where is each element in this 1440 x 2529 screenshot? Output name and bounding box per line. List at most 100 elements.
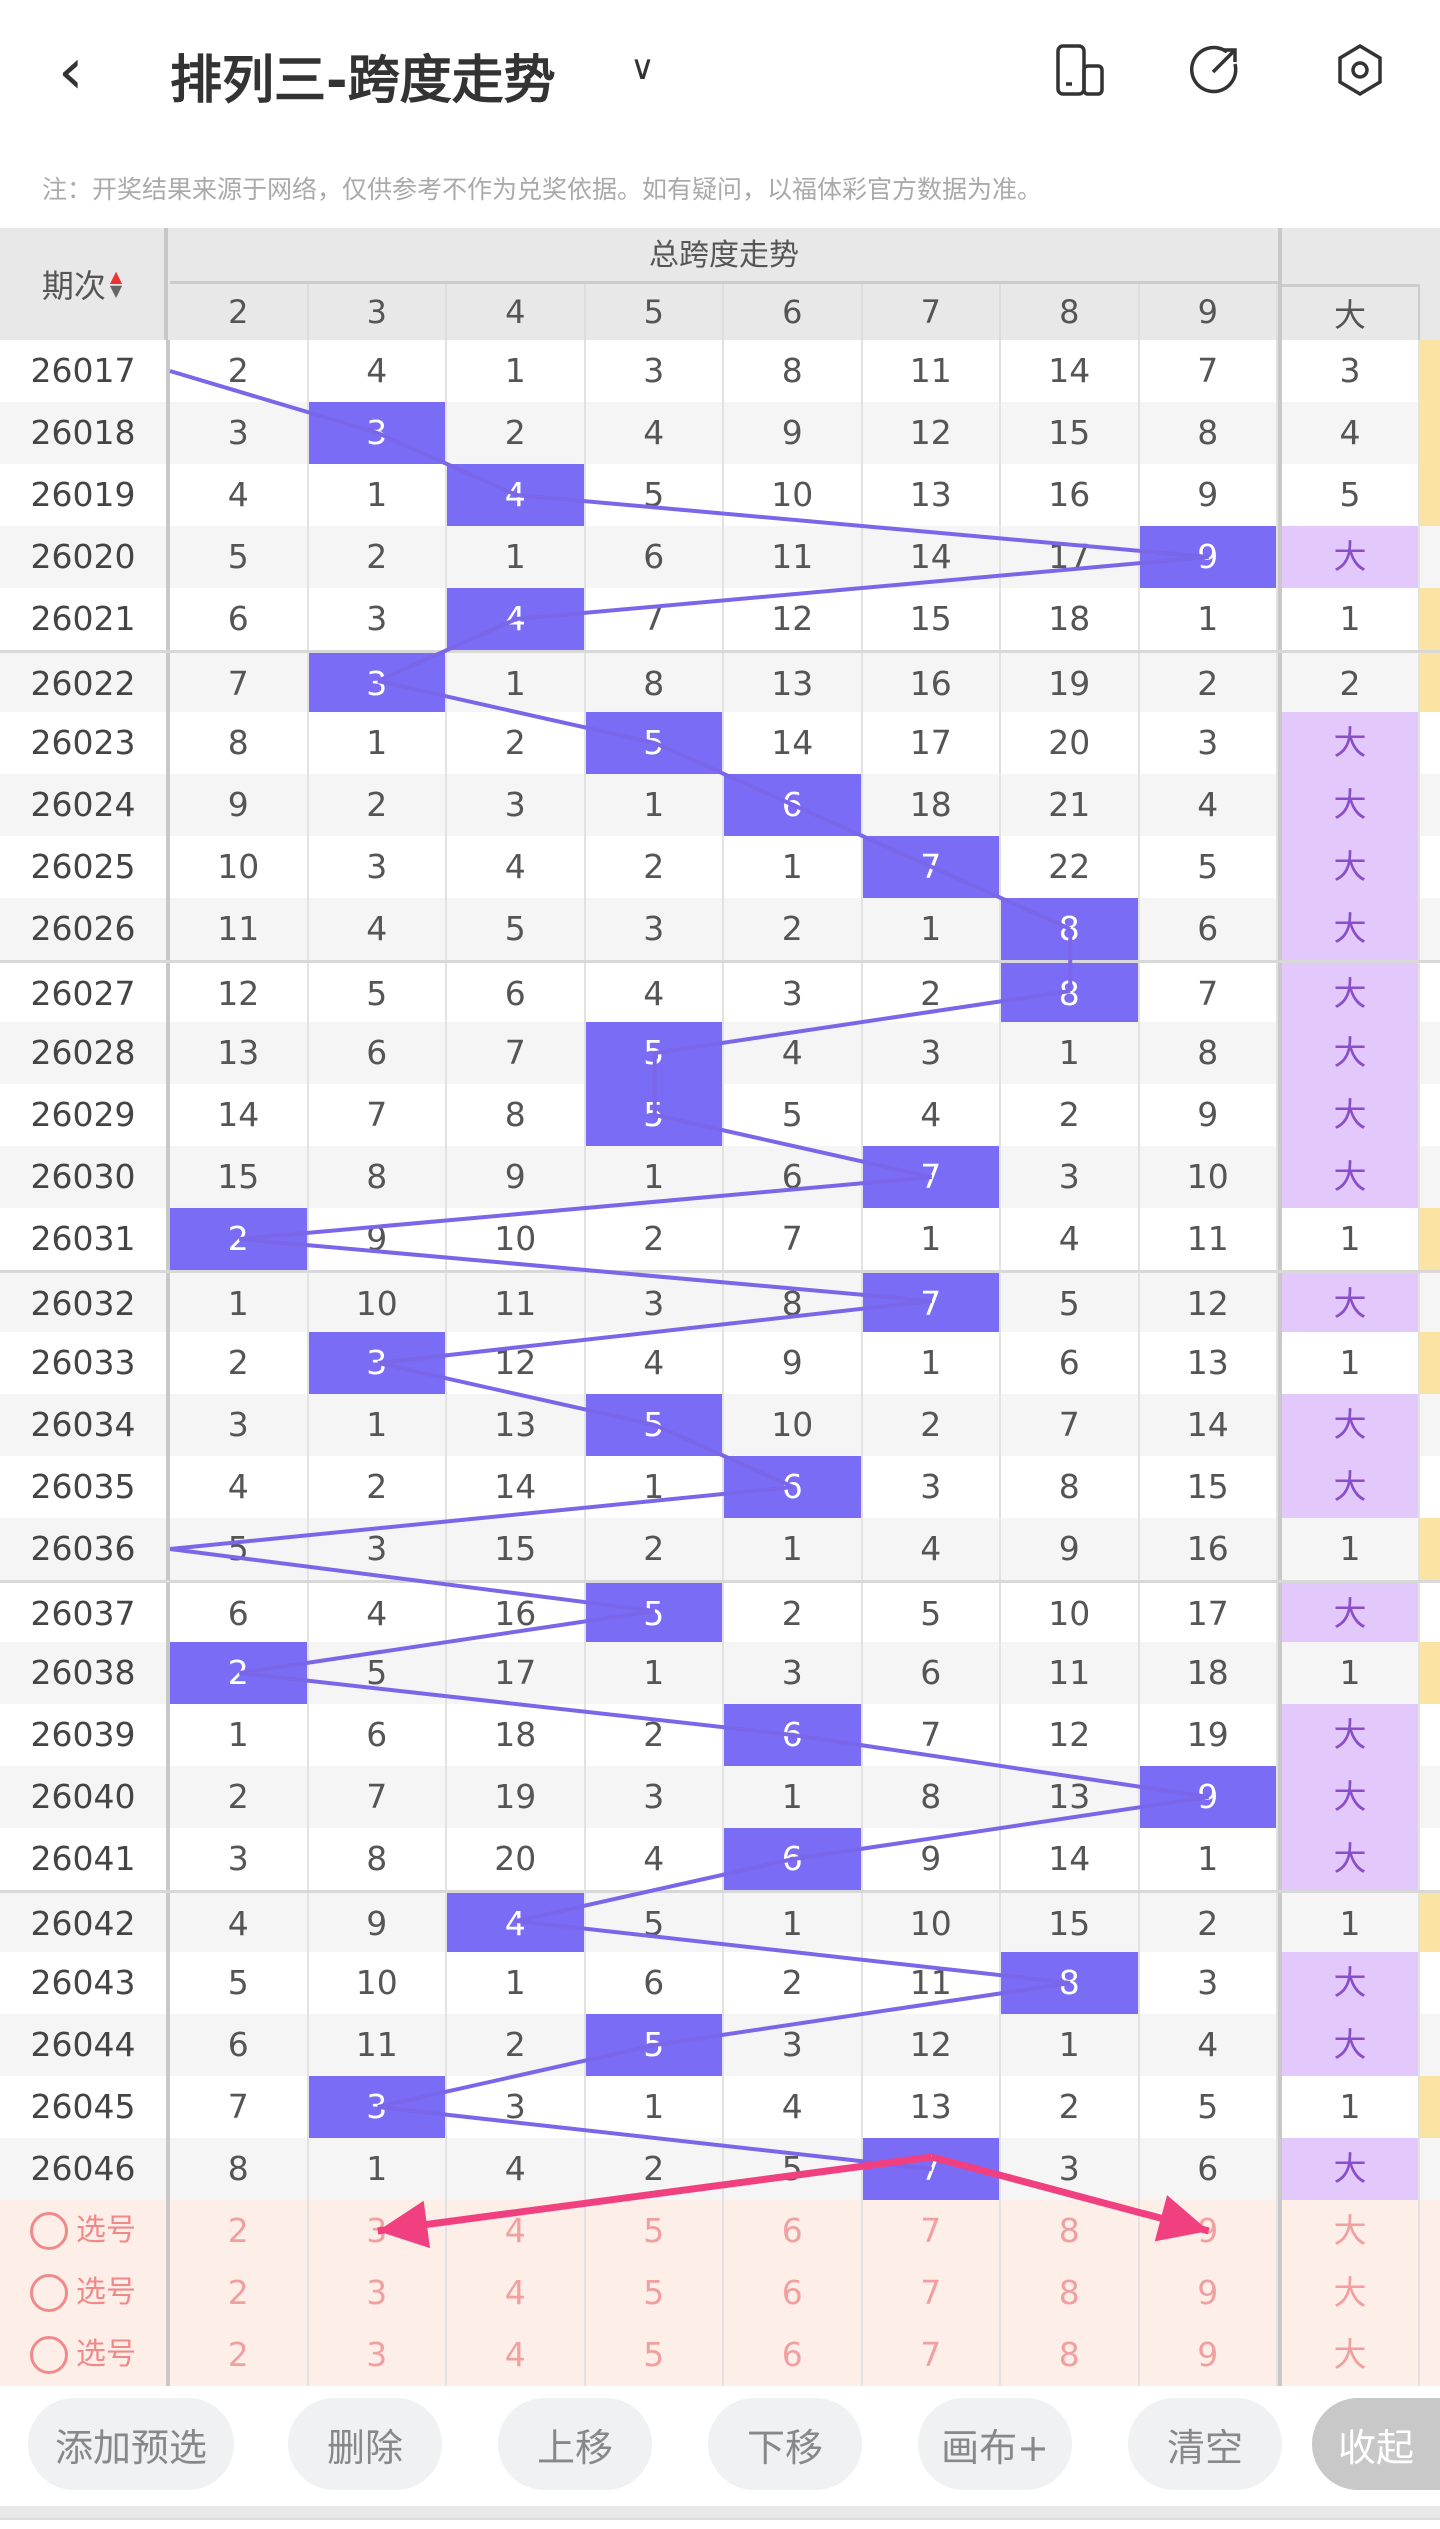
column-divider — [1278, 1828, 1282, 1890]
select-big-cell[interactable]: 大 — [1282, 2324, 1420, 2386]
miss-count-cell: 3 — [1001, 1146, 1140, 1208]
column-header-8: 8 — [1001, 284, 1140, 340]
select-big-cell[interactable]: 大 — [1282, 2200, 1420, 2262]
miss-count-cell: 15 — [1140, 1456, 1278, 1518]
select-number-cell[interactable]: 6 — [724, 2200, 863, 2262]
miss-count-cell: 6 — [309, 1704, 447, 1766]
miss-count-cell: 2 — [863, 963, 1001, 1022]
miss-count-cell: 6 — [724, 1146, 863, 1208]
table-row: 26028 13 6 7 5 4 3 1 8 大 — [0, 1022, 1440, 1084]
radio-circle-icon[interactable] — [30, 2212, 68, 2250]
select-number-cell[interactable]: 8 — [1001, 2324, 1140, 2386]
action-button-6[interactable]: 收起 — [1312, 2398, 1440, 2490]
select-number-cell[interactable]: 6 — [724, 2324, 863, 2386]
miss-count-cell: 1 — [447, 526, 586, 588]
select-number-cell[interactable]: 3 — [309, 2324, 447, 2386]
horizontal-scrollbar[interactable] — [0, 2506, 1440, 2520]
miss-count-cell: 9 — [724, 1332, 863, 1394]
miss-count-cell: 8 — [447, 1084, 586, 1146]
select-number-cell[interactable]: 5 — [586, 2262, 724, 2324]
page-title[interactable]: 排列三-跨度走势 — [170, 51, 556, 111]
select-number-cell[interactable]: 2 — [170, 2262, 309, 2324]
select-number-cell[interactable]: 8 — [1001, 2200, 1140, 2262]
miss-count-cell: 14 — [724, 712, 863, 774]
period-cell: 26039 — [0, 1704, 170, 1766]
action-button-4[interactable]: 画布+ — [918, 2398, 1072, 2490]
side-strip — [1420, 1642, 1440, 1704]
miss-count-cell: 1 — [447, 653, 586, 712]
action-button-1[interactable]: 删除 — [288, 2398, 442, 2490]
span-highlight-cell: 3 — [308, 1332, 447, 1394]
select-number-cell[interactable]: 5 — [586, 2324, 724, 2386]
select-number-cell[interactable]: 2 — [170, 2200, 309, 2262]
miss-count-cell: 8 — [170, 712, 309, 774]
select-number-cell[interactable]: 5 — [586, 2200, 724, 2262]
miss-count-cell: 4 — [1140, 774, 1278, 836]
select-number-cell[interactable]: 7 — [863, 2262, 1001, 2324]
miss-count-cell: 14 — [1140, 1394, 1278, 1456]
big-cell: 大 — [1282, 1084, 1420, 1146]
miss-count-cell: 5 — [447, 898, 586, 960]
miss-count-cell: 11 — [1001, 1642, 1140, 1704]
action-button-0[interactable]: 添加预选 — [28, 2398, 234, 2490]
table-row: 26022 7 3 1 8 13 16 19 2 2 — [0, 650, 1440, 712]
miss-count-cell: 1 — [1140, 1828, 1278, 1890]
miss-count-cell: 14 — [863, 526, 1001, 588]
period-cell: 26032 — [0, 1273, 170, 1332]
chevron-down-icon[interactable]: ∨ — [630, 48, 655, 88]
select-number-cell[interactable]: 9 — [1140, 2262, 1278, 2324]
select-number-cell[interactable]: 7 — [863, 2200, 1001, 2262]
share-icon[interactable] — [1185, 40, 1245, 100]
miss-count-cell: 2 — [447, 712, 586, 774]
select-number-cell[interactable]: 2 — [170, 2324, 309, 2386]
select-number-cell[interactable]: 6 — [724, 2262, 863, 2324]
miss-count-cell: 11 — [863, 340, 1001, 402]
miss-count-cell: 2 — [1140, 653, 1278, 712]
select-number-cell[interactable]: 4 — [447, 2262, 586, 2324]
miss-count-cell: 8 — [586, 653, 724, 712]
period-sort-header[interactable]: 期次 ▲ ▼ — [0, 228, 168, 340]
select-row[interactable]: 选号 2 3 4 5 6 7 8 9 大 — [0, 2262, 1440, 2324]
miss-count-cell: 3 — [170, 1828, 309, 1890]
miss-count-cell: 5 — [586, 1893, 724, 1952]
miss-count-cell: 5 — [170, 1518, 309, 1580]
miss-count-cell: 8 — [1140, 1022, 1278, 1084]
select-number-cell[interactable]: 9 — [1140, 2200, 1278, 2262]
phone-layout-icon[interactable] — [1050, 40, 1110, 100]
radio-circle-icon[interactable] — [30, 2274, 68, 2312]
action-button-5[interactable]: 清空 — [1128, 2398, 1282, 2490]
miss-count-cell: 6 — [586, 526, 724, 588]
select-toggle[interactable]: 选号 — [0, 2324, 170, 2386]
select-number-cell[interactable]: 3 — [309, 2262, 447, 2324]
select-toggle[interactable]: 选号 — [0, 2200, 170, 2262]
back-icon[interactable]: ‹ — [58, 35, 84, 109]
miss-count-cell: 9 — [863, 1828, 1001, 1890]
select-big-cell[interactable]: 大 — [1282, 2262, 1420, 2324]
action-button-3[interactable]: 下移 — [708, 2398, 862, 2490]
miss-count-cell: 19 — [1140, 1704, 1278, 1766]
column-divider — [1278, 1893, 1282, 1952]
select-number-cell[interactable]: 7 — [863, 2324, 1001, 2386]
miss-count-cell: 18 — [1001, 588, 1140, 650]
miss-count-cell: 11 — [863, 1952, 1001, 2014]
select-number-cell[interactable]: 4 — [447, 2200, 586, 2262]
select-row[interactable]: 选号 2 3 4 5 6 7 8 9 大 — [0, 2200, 1440, 2262]
select-number-cell[interactable]: 4 — [447, 2324, 586, 2386]
miss-count-cell: 1 — [586, 2076, 724, 2138]
column-header-9: 9 — [1140, 284, 1278, 340]
select-toggle[interactable]: 选号 — [0, 2262, 170, 2324]
period-cell: 26030 — [0, 1146, 170, 1208]
select-row[interactable]: 选号 2 3 4 5 6 7 8 9 大 — [0, 2324, 1440, 2386]
select-number-cell[interactable]: 3 — [309, 2200, 447, 2262]
period-cell: 26034 — [0, 1394, 170, 1456]
period-cell: 26025 — [0, 836, 170, 898]
settings-icon[interactable] — [1330, 40, 1390, 100]
radio-circle-icon[interactable] — [30, 2336, 68, 2374]
action-button-2[interactable]: 上移 — [498, 2398, 652, 2490]
miss-count-cell: 2 — [724, 1583, 863, 1642]
select-number-cell[interactable]: 9 — [1140, 2324, 1278, 2386]
span-highlight-cell: 5 — [585, 2014, 724, 2076]
select-number-cell[interactable]: 8 — [1001, 2262, 1140, 2324]
side-strip — [1420, 1146, 1440, 1208]
